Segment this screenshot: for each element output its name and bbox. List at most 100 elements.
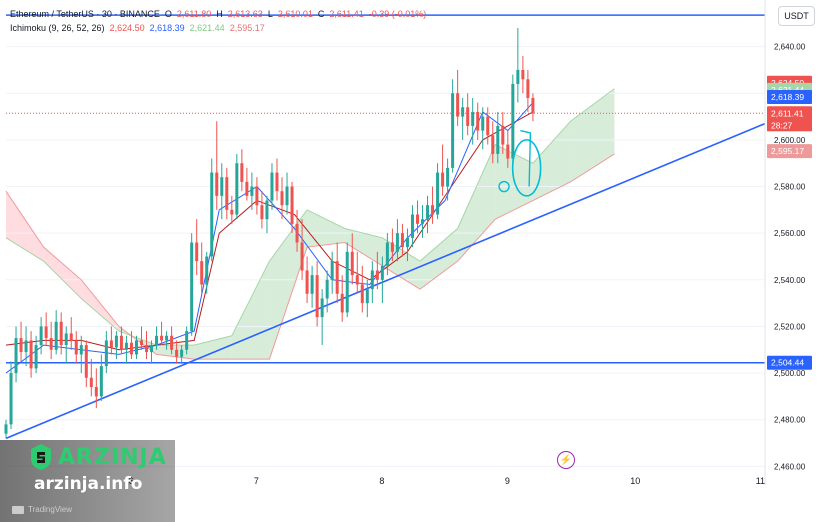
cloud-segment (269, 209, 308, 360)
candle-body (185, 331, 189, 350)
annotation-circle (511, 139, 542, 197)
candle-body (491, 135, 495, 154)
candle-body (79, 345, 83, 355)
candle-body (365, 289, 369, 304)
open-value: 2,611.80 (176, 9, 212, 19)
price-label-text: 2,595.17 (771, 146, 804, 156)
candle-body (34, 345, 38, 369)
candle-body (496, 125, 500, 154)
candle-body (431, 205, 435, 215)
candle-body (380, 265, 384, 280)
indicator-label[interactable]: Ichimoku (9, 26, 52, 26) (10, 23, 105, 33)
price-label-text: 2,618.39 (771, 92, 804, 102)
lightning-icon[interactable]: ⚡ (557, 451, 575, 469)
candle-body (375, 270, 379, 280)
horizontal-lines (6, 14, 765, 364)
candle-body (385, 242, 389, 266)
price-label-text: 2,621.44 (771, 85, 804, 95)
tradingview-label: TradingView (28, 505, 73, 514)
x-tick-label: 7 (254, 476, 259, 486)
candle-body (360, 284, 364, 304)
y-tick-label: 2,540.00 (774, 276, 806, 285)
candle-body (275, 172, 279, 192)
price-label-box (767, 355, 812, 370)
candle-body (14, 338, 18, 374)
candle-body (421, 219, 425, 224)
candle-body (330, 261, 334, 280)
candle-body (59, 321, 63, 346)
candle-body (250, 186, 254, 196)
candle-body (150, 345, 154, 353)
symbol-label[interactable]: Ethereum / TetherUS · 30 · BINANCE (10, 9, 160, 19)
high-value: 2,613.63 (227, 9, 263, 19)
candle-body (240, 163, 244, 182)
candle-body (476, 111, 480, 131)
candle-body (139, 340, 143, 346)
candle-body (295, 223, 299, 243)
candle-body (19, 338, 23, 353)
candle-body (486, 116, 490, 136)
candle-body (320, 298, 324, 318)
candle-body (390, 242, 394, 252)
candle-body (415, 214, 419, 224)
candle-body (265, 200, 269, 220)
candle-body (205, 256, 209, 285)
high-label: H (216, 9, 223, 19)
candle-body (501, 125, 505, 145)
candle-body (511, 83, 515, 159)
cloud-segment (6, 191, 44, 262)
countdown-box (767, 119, 812, 132)
chart-legend: Ethereum / TetherUS · 30 · BINANCE O 2,61… (10, 7, 426, 35)
candle-body (225, 177, 229, 210)
candle-body (109, 340, 113, 348)
candle-body (461, 107, 465, 117)
y-tick-label: 2,500.00 (774, 369, 806, 378)
currency-button[interactable]: USDT (778, 6, 815, 26)
candle-body (270, 172, 274, 201)
tradingview-brand[interactable]: TradingView (12, 505, 72, 514)
candle-body (104, 340, 108, 367)
candle-body (4, 424, 8, 434)
indicator-value-lead1: 2,624.50 (109, 23, 145, 33)
candle-body (451, 93, 455, 168)
candle-body (245, 181, 249, 196)
price-label-box (767, 90, 812, 105)
indicator-value-conversion: 2,618.39 (149, 23, 185, 33)
candle-body (145, 345, 149, 353)
candle-body (94, 387, 98, 397)
open-label: O (164, 9, 172, 19)
candle-body (446, 167, 450, 187)
candle-body (370, 270, 374, 290)
indicator-value-lead-a: 2,621.44 (189, 23, 225, 33)
candle-body (531, 97, 535, 114)
trendline (5, 122, 766, 440)
candle-body (54, 321, 58, 350)
candle-body (114, 335, 118, 348)
candle-body (44, 326, 48, 339)
candle-body (481, 116, 485, 131)
cloud-segment (81, 279, 119, 332)
countdown-text: 28:27 (771, 120, 793, 130)
candle-body (325, 279, 329, 299)
candle-body (134, 340, 138, 355)
candle-body (405, 237, 409, 248)
candle-body (260, 205, 264, 220)
watermark-logo: ARZINJA (30, 440, 167, 474)
cloud-segment (570, 88, 615, 182)
candle-body (74, 340, 78, 355)
price-label-text: 2,504.44 (771, 358, 804, 368)
candle-body (160, 335, 164, 341)
candle-body (516, 69, 520, 84)
watermark-backdrop (0, 440, 175, 522)
candle-body (49, 338, 53, 350)
low-label: L (267, 9, 273, 19)
candle-body (300, 242, 304, 271)
y-tick-label: 2,480.00 (774, 416, 806, 425)
candle-body (235, 163, 239, 215)
candle-body (170, 335, 174, 350)
candle-body (350, 251, 354, 276)
time-axis: 67891011 (128, 476, 765, 486)
cloud-segment (532, 121, 571, 201)
